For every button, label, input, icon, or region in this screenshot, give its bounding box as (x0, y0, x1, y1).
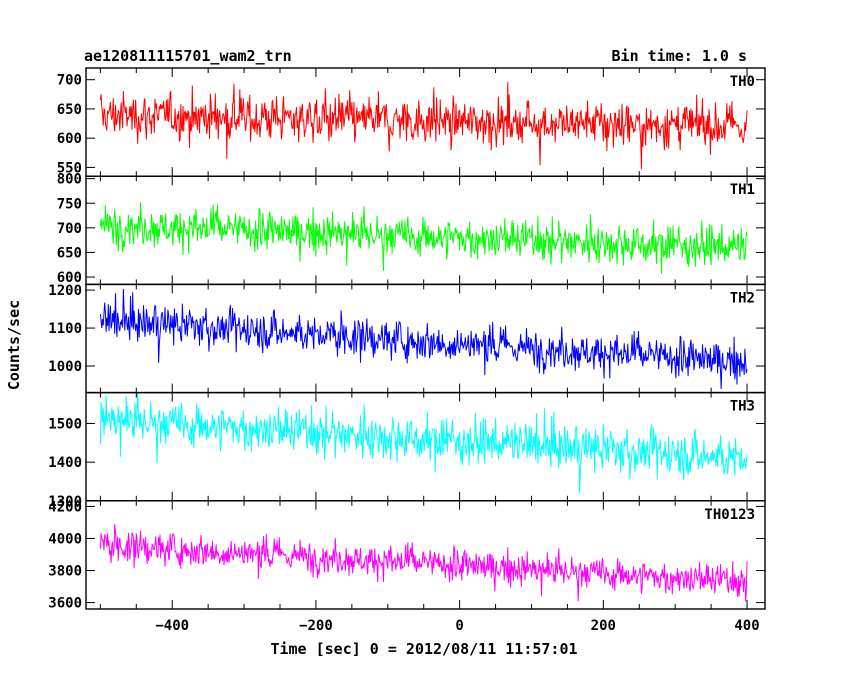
series-th0123 (99, 524, 748, 602)
xtick-label: 200 (591, 618, 616, 634)
series-th1 (99, 202, 748, 274)
ytick-label-th0: 550 (57, 160, 82, 176)
ytick-label-th1: 800 (57, 172, 82, 188)
ytick-label-th1: 750 (57, 196, 82, 212)
ytick-label-th3: 1300 (48, 494, 82, 510)
ytick-label-th1: 700 (57, 221, 82, 237)
ytick-label-th0: 650 (57, 102, 82, 118)
ytick-label-th0: 700 (57, 73, 82, 89)
panels-group: 550 600 650 700 TH0 600 650 700 750 800 TH1 1000 110… (48, 67, 766, 612)
ytick-label-th3: 1400 (48, 455, 82, 471)
panel-frame (85, 391, 766, 502)
panel-frame (85, 67, 766, 177)
panel-frame (85, 500, 766, 610)
xtick-label: 0 (455, 618, 463, 634)
xtick-label: −400 (155, 618, 189, 634)
ytick-label-th2: 1200 (48, 283, 82, 299)
ytick-label-th1: 650 (57, 245, 82, 261)
y-axis-label: Counts/sec (5, 300, 23, 390)
panel-th2: 1000 1100 1200 TH2 (48, 283, 766, 394)
ytick-label-th2: 1100 (48, 321, 82, 337)
ytick-label-th0123: 4000 (48, 531, 82, 547)
xtick-label: 400 (734, 618, 759, 634)
panel-label-th1: TH1 (730, 182, 755, 198)
chart-title: ae120811115701_wam2_trn (84, 47, 292, 65)
panel-label-th2: TH2 (730, 290, 755, 306)
xtick-label: −200 (299, 618, 333, 634)
panel-label-th3: TH3 (730, 399, 755, 415)
ytick-label-th1: 600 (57, 270, 82, 286)
panel-th1: 600 650 700 750 800 TH1 (57, 172, 766, 286)
series-th0 (99, 82, 748, 170)
panel-label-th0123: TH0123 (704, 507, 755, 523)
bin-time-label: Bin time: 1.0 s (612, 47, 747, 65)
panel-th3: 1300 1400 1500 TH3 (48, 391, 766, 510)
x-axis: −400 −200 0 200 400 (155, 618, 759, 634)
ytick-label-th0: 600 (57, 131, 82, 147)
ytick-label-th2: 1000 (48, 359, 82, 375)
panel-th0123: 3600 3800 4000 4200 TH0123 (48, 499, 766, 612)
x-axis-label: Time [sec] 0 = 2012/08/11 11:57:01 (270, 640, 577, 658)
ytick-label-th0123: 4200 (48, 499, 82, 515)
panel-label-th0: TH0 (730, 74, 755, 90)
panel-th0: 550 600 650 700 TH0 (57, 67, 766, 177)
series-th2 (99, 288, 748, 390)
ytick-label-th0123: 3600 (48, 596, 82, 612)
series-th3 (99, 392, 748, 494)
ytick-label-th0123: 3800 (48, 564, 82, 580)
ytick-label-th3: 1500 (48, 417, 82, 433)
